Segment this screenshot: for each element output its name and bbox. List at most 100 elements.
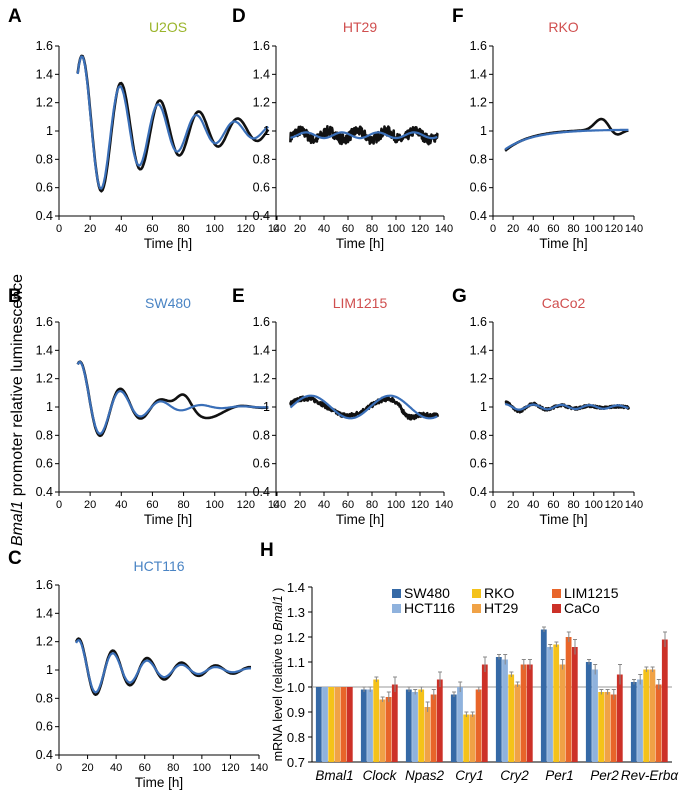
fit-series-line <box>76 55 269 190</box>
legend-label: RKO <box>484 585 514 601</box>
panel-b: B SW480 0.4 0.6 0.8 1 1.2 1.4 1.6 0 20 40 60 80 100 120… <box>8 286 286 527</box>
y-tick-label: 1 <box>480 400 487 414</box>
y-tick-label: 0.8 <box>253 428 270 442</box>
x-tick-label: 40 <box>318 223 330 235</box>
x-tick-label: 120 <box>411 223 429 235</box>
x-tick-label: 140 <box>625 499 643 511</box>
bar <box>571 647 578 762</box>
x-tick-label: 20 <box>294 223 306 235</box>
legend-label: HT29 <box>484 600 518 616</box>
y-tick-label: 0.6 <box>470 457 487 471</box>
y-tick-label: 1.2 <box>470 372 487 386</box>
measured-series-line <box>289 395 440 421</box>
x-tick-label: 100 <box>206 499 224 511</box>
y-tick-label: 0.8 <box>36 428 53 442</box>
legend-swatch <box>552 589 561 598</box>
x-tick-label: 0 <box>273 499 279 511</box>
y-tick-label: 0.6 <box>253 457 270 471</box>
y-tick-label: 0.8 <box>36 691 53 705</box>
y-axis-label-prefix: mRNA level (relative to <box>271 631 285 762</box>
panel-title: U2OS <box>149 19 187 35</box>
panel-letter: G <box>452 286 467 307</box>
y-tick-label: 1.6 <box>470 39 487 53</box>
bar <box>340 687 347 762</box>
x-axis-label: Time [h] <box>336 236 384 251</box>
x-tick-label: 100 <box>387 499 405 511</box>
category-label: Cry2 <box>500 768 529 783</box>
category-label: Per1 <box>545 768 574 783</box>
x-tick-label: 100 <box>585 223 603 235</box>
fit-series-line <box>75 639 252 694</box>
bar <box>598 692 605 762</box>
y-tick-label: 1.6 <box>36 39 53 53</box>
legend-swatch <box>552 604 561 613</box>
bar <box>508 674 515 762</box>
y-tick-label: 1 <box>46 663 53 677</box>
y-tick-label: 1.4 <box>253 343 270 357</box>
y-tick-label: 0.8 <box>36 152 53 166</box>
x-tick-label: 120 <box>605 499 623 511</box>
y-tick-label: 1.4 <box>470 67 487 81</box>
category-label: Bmal1 <box>315 768 353 783</box>
panel-letter: B <box>8 286 22 307</box>
panel-title: LIM1215 <box>333 295 388 311</box>
y-tick-label: 0.6 <box>470 181 487 195</box>
bar <box>379 699 386 762</box>
bar <box>630 682 637 762</box>
y-tick-label: 1 <box>46 124 53 138</box>
y-tick-label: 1.0 <box>287 680 305 695</box>
bar <box>514 684 521 762</box>
panel-a: A U2OS 0.4 0.6 0.8 1 1.2 1.4 1.6 0 20 40 60 80 100 120 1… <box>8 6 286 251</box>
bar <box>661 639 668 762</box>
y-tick-label: 1.2 <box>253 96 270 110</box>
x-tick-label: 100 <box>206 223 224 235</box>
main-y-axis-label-gene: Bmal1 <box>9 501 26 546</box>
y-tick-label: 1.6 <box>253 39 270 53</box>
x-tick-label: 40 <box>527 499 539 511</box>
y-tick-label: 1.2 <box>36 372 53 386</box>
legend-label: CaCo <box>564 600 600 616</box>
x-axis-label: Time [h] <box>144 236 192 251</box>
panel-title: HT29 <box>343 19 377 35</box>
bar <box>405 689 412 762</box>
y-tick-label: 1.6 <box>253 315 270 329</box>
y-tick-label: 0.6 <box>253 181 270 195</box>
x-axis-label: Time [h] <box>135 775 183 790</box>
y-tick-label: 0.4 <box>253 485 270 499</box>
panel-letter: D <box>232 6 246 27</box>
bar <box>649 669 656 762</box>
x-tick-label: 0 <box>56 762 62 774</box>
y-tick-label: 1.4 <box>287 580 305 595</box>
fit-series-line <box>290 131 438 140</box>
y-tick-label: 1.6 <box>470 315 487 329</box>
y-tick-label: 0.8 <box>287 730 305 745</box>
panel-letter: H <box>260 540 274 561</box>
bar <box>430 694 437 762</box>
y-tick-label: 1.3 <box>287 605 305 620</box>
x-tick-label: 40 <box>527 223 539 235</box>
bar <box>457 687 463 762</box>
x-axis-label: Time [h] <box>539 512 587 527</box>
y-tick-label: 0.4 <box>36 748 53 762</box>
y-tick-label: 1 <box>263 400 270 414</box>
x-tick-label: 60 <box>139 762 151 774</box>
panel-title: RKO <box>548 19 578 35</box>
x-tick-label: 0 <box>490 499 496 511</box>
measured-series-line <box>504 117 629 152</box>
measured-series-line <box>74 637 252 697</box>
x-tick-label: 80 <box>366 499 378 511</box>
category-label: Rev-Erbα <box>621 768 680 783</box>
y-tick-label: 0.4 <box>36 209 53 223</box>
x-tick-label: 80 <box>567 499 579 511</box>
y-tick-label: 1.4 <box>253 67 270 81</box>
bar <box>360 689 367 762</box>
bar <box>616 674 623 762</box>
x-tick-label: 0 <box>56 499 62 511</box>
x-tick-label: 120 <box>411 499 429 511</box>
bar <box>475 689 482 762</box>
bar <box>424 707 431 762</box>
fit-series-line <box>289 394 438 420</box>
legend-label: LIM1215 <box>564 585 619 601</box>
y-tick-label: 1.2 <box>36 635 53 649</box>
bar <box>592 669 598 762</box>
